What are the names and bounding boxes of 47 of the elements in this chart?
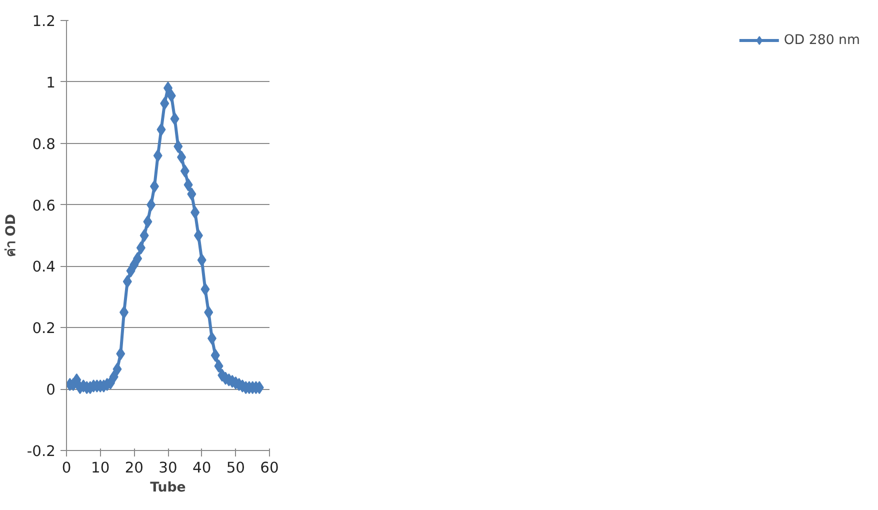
point — [166, 89, 176, 102]
point — [197, 254, 206, 267]
x-tick-label: 0 — [62, 460, 72, 476]
x-tick-label: 30 — [158, 460, 178, 476]
point — [153, 149, 162, 162]
point — [177, 150, 186, 164]
y-tick-label: 0.2 — [32, 320, 56, 338]
point — [210, 348, 220, 362]
x-tick-label: 50 — [226, 460, 245, 476]
x-tick-label: 60 — [260, 460, 279, 476]
point — [204, 306, 214, 319]
point — [109, 370, 118, 384]
point — [122, 275, 132, 288]
point — [133, 252, 142, 266]
y-tick-label: 0.8 — [32, 136, 56, 153]
point — [160, 96, 170, 110]
y-tick-label: 0.6 — [32, 197, 56, 214]
point — [194, 229, 203, 242]
point — [112, 362, 122, 376]
point — [184, 178, 193, 192]
y-tick-label: 0.4 — [32, 258, 56, 276]
x-tick-label: 10 — [91, 460, 110, 476]
point — [187, 188, 196, 201]
point — [150, 180, 159, 193]
x-axis-title: Tube — [150, 480, 186, 496]
point — [140, 229, 149, 242]
point — [170, 112, 180, 126]
point — [136, 241, 146, 254]
point — [190, 206, 200, 219]
point — [116, 347, 126, 360]
y-axis-title: ค่า OD — [4, 214, 19, 258]
point — [146, 198, 156, 212]
x-tick-label: 40 — [192, 460, 212, 476]
y-tick-label: -0.2 — [26, 443, 56, 460]
legend-label: OD 280 nm — [784, 32, 860, 48]
y-tick-label: 1.2 — [32, 13, 56, 30]
point — [207, 332, 216, 345]
x-tick-label: 20 — [124, 460, 144, 476]
point — [156, 123, 166, 136]
point — [214, 360, 224, 373]
point — [180, 164, 190, 178]
point — [143, 215, 152, 228]
point — [174, 140, 183, 153]
point — [200, 282, 210, 296]
y-tick-label: 0 — [46, 382, 56, 399]
point — [120, 306, 129, 319]
y-tick-label: 1 — [46, 74, 56, 92]
